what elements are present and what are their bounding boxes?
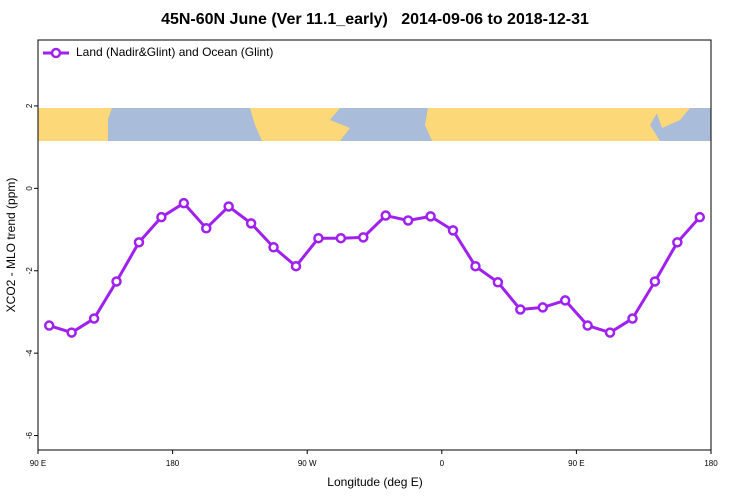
data-point [178,197,190,209]
data-point [43,320,55,331]
data-point [492,277,504,288]
data-point [559,295,571,306]
y-tick-label: -2 [25,267,34,275]
data-point [268,242,279,253]
data-point [133,237,145,248]
map-band [38,108,711,141]
data-point [313,232,324,244]
x-axis-title: Longitude (deg E) [327,475,422,489]
data-point [88,313,100,324]
chart-title: 45N-60N June (Ver 11.1_early) 2014-09-06… [161,11,589,28]
plot-frame [37,39,712,451]
data-point [156,211,167,223]
series-line [48,201,701,335]
data-point [245,218,257,229]
data-point [380,210,391,221]
data-point [627,313,638,324]
y-axis-title: XCO2 - MLO trend (ppm) [4,178,18,313]
x-tick-label: 90 E [30,459,46,468]
legend-marker [50,47,62,59]
data-point [66,327,77,338]
data-point [604,327,616,338]
x-tick-label: 180 [166,459,180,468]
y-tick-label: 0 [25,186,34,191]
x-tick-label: 90 E [568,459,584,468]
x-tick-label: 180 [704,459,718,468]
data-point [694,211,706,223]
y-tick-label: -6 [25,431,34,439]
data-point [425,211,436,222]
x-tick-label: 0 [440,459,445,468]
data-point [111,276,122,287]
data-point [515,304,526,315]
y-tick-label: 2 [25,103,34,108]
data-point [447,225,459,236]
data-point [201,223,212,234]
data-point [470,260,481,272]
x-tick-label: 90 W [298,459,317,468]
data-point [358,232,369,243]
data-point [402,215,414,226]
data-point [223,201,234,212]
data-point [649,276,661,287]
data-point [290,260,302,272]
y-tick-label: -4 [25,349,34,357]
data-point [672,237,683,248]
legend-label: Land (Nadir&Glint) and Ocean (Glint) [76,45,273,59]
data-point [537,302,548,313]
data-point [335,232,347,244]
data-point [582,320,593,331]
